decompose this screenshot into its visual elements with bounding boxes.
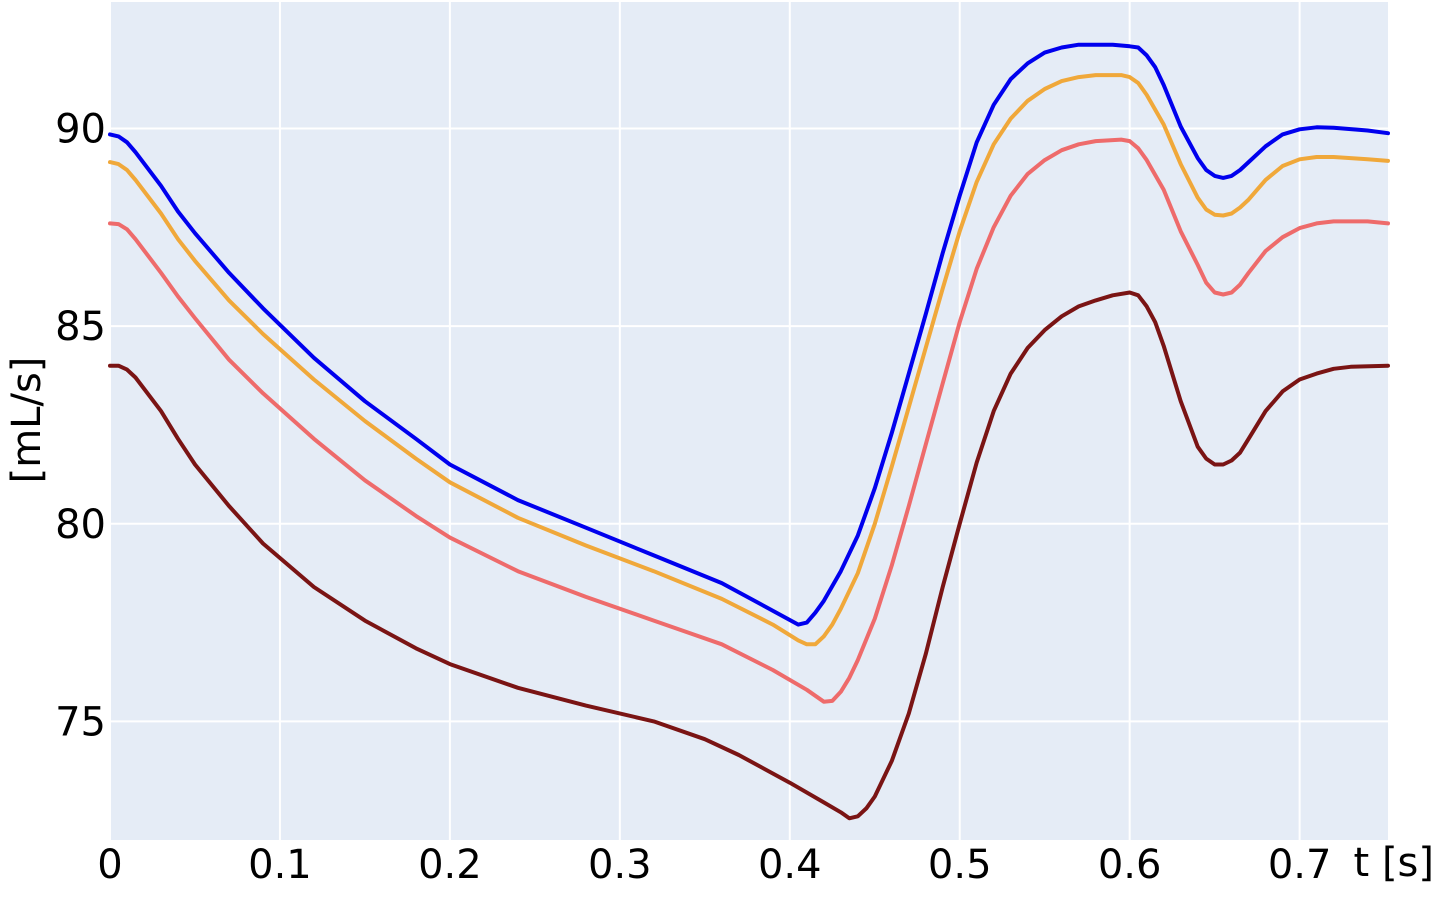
x-tick-label: 0.5 — [928, 842, 992, 888]
x-tick-label: 0 — [97, 842, 122, 888]
x-tick-label: 0.2 — [418, 842, 482, 888]
y-tick-label: 90 — [55, 106, 106, 152]
y-tick-label: 85 — [55, 304, 106, 350]
plot-area — [110, 2, 1388, 840]
y-axis-label: [mL/s] — [4, 357, 50, 484]
series-lines — [108, 42, 1390, 821]
y-tick-label: 80 — [55, 502, 106, 548]
x-axis-label: t [s] — [1354, 840, 1434, 886]
y-tick-labels: 75 80 85 90 — [55, 106, 106, 745]
series-line-4 — [108, 290, 1390, 821]
series-line-2 — [108, 73, 1390, 647]
series-line-3 — [108, 137, 1390, 704]
series-line-1 — [108, 42, 1390, 627]
x-tick-label: 0.7 — [1268, 842, 1332, 888]
x-tick-label: 0.1 — [248, 842, 312, 888]
gridlines — [109, 2, 1388, 840]
x-tick-label: 0.6 — [1098, 842, 1162, 888]
y-tick-label: 75 — [55, 699, 106, 745]
x-tick-label: 0.4 — [758, 842, 822, 888]
x-tick-labels: 0 0.1 0.2 0.3 0.4 0.5 0.6 0.7 — [97, 842, 1331, 888]
x-tick-label: 0.3 — [588, 842, 652, 888]
